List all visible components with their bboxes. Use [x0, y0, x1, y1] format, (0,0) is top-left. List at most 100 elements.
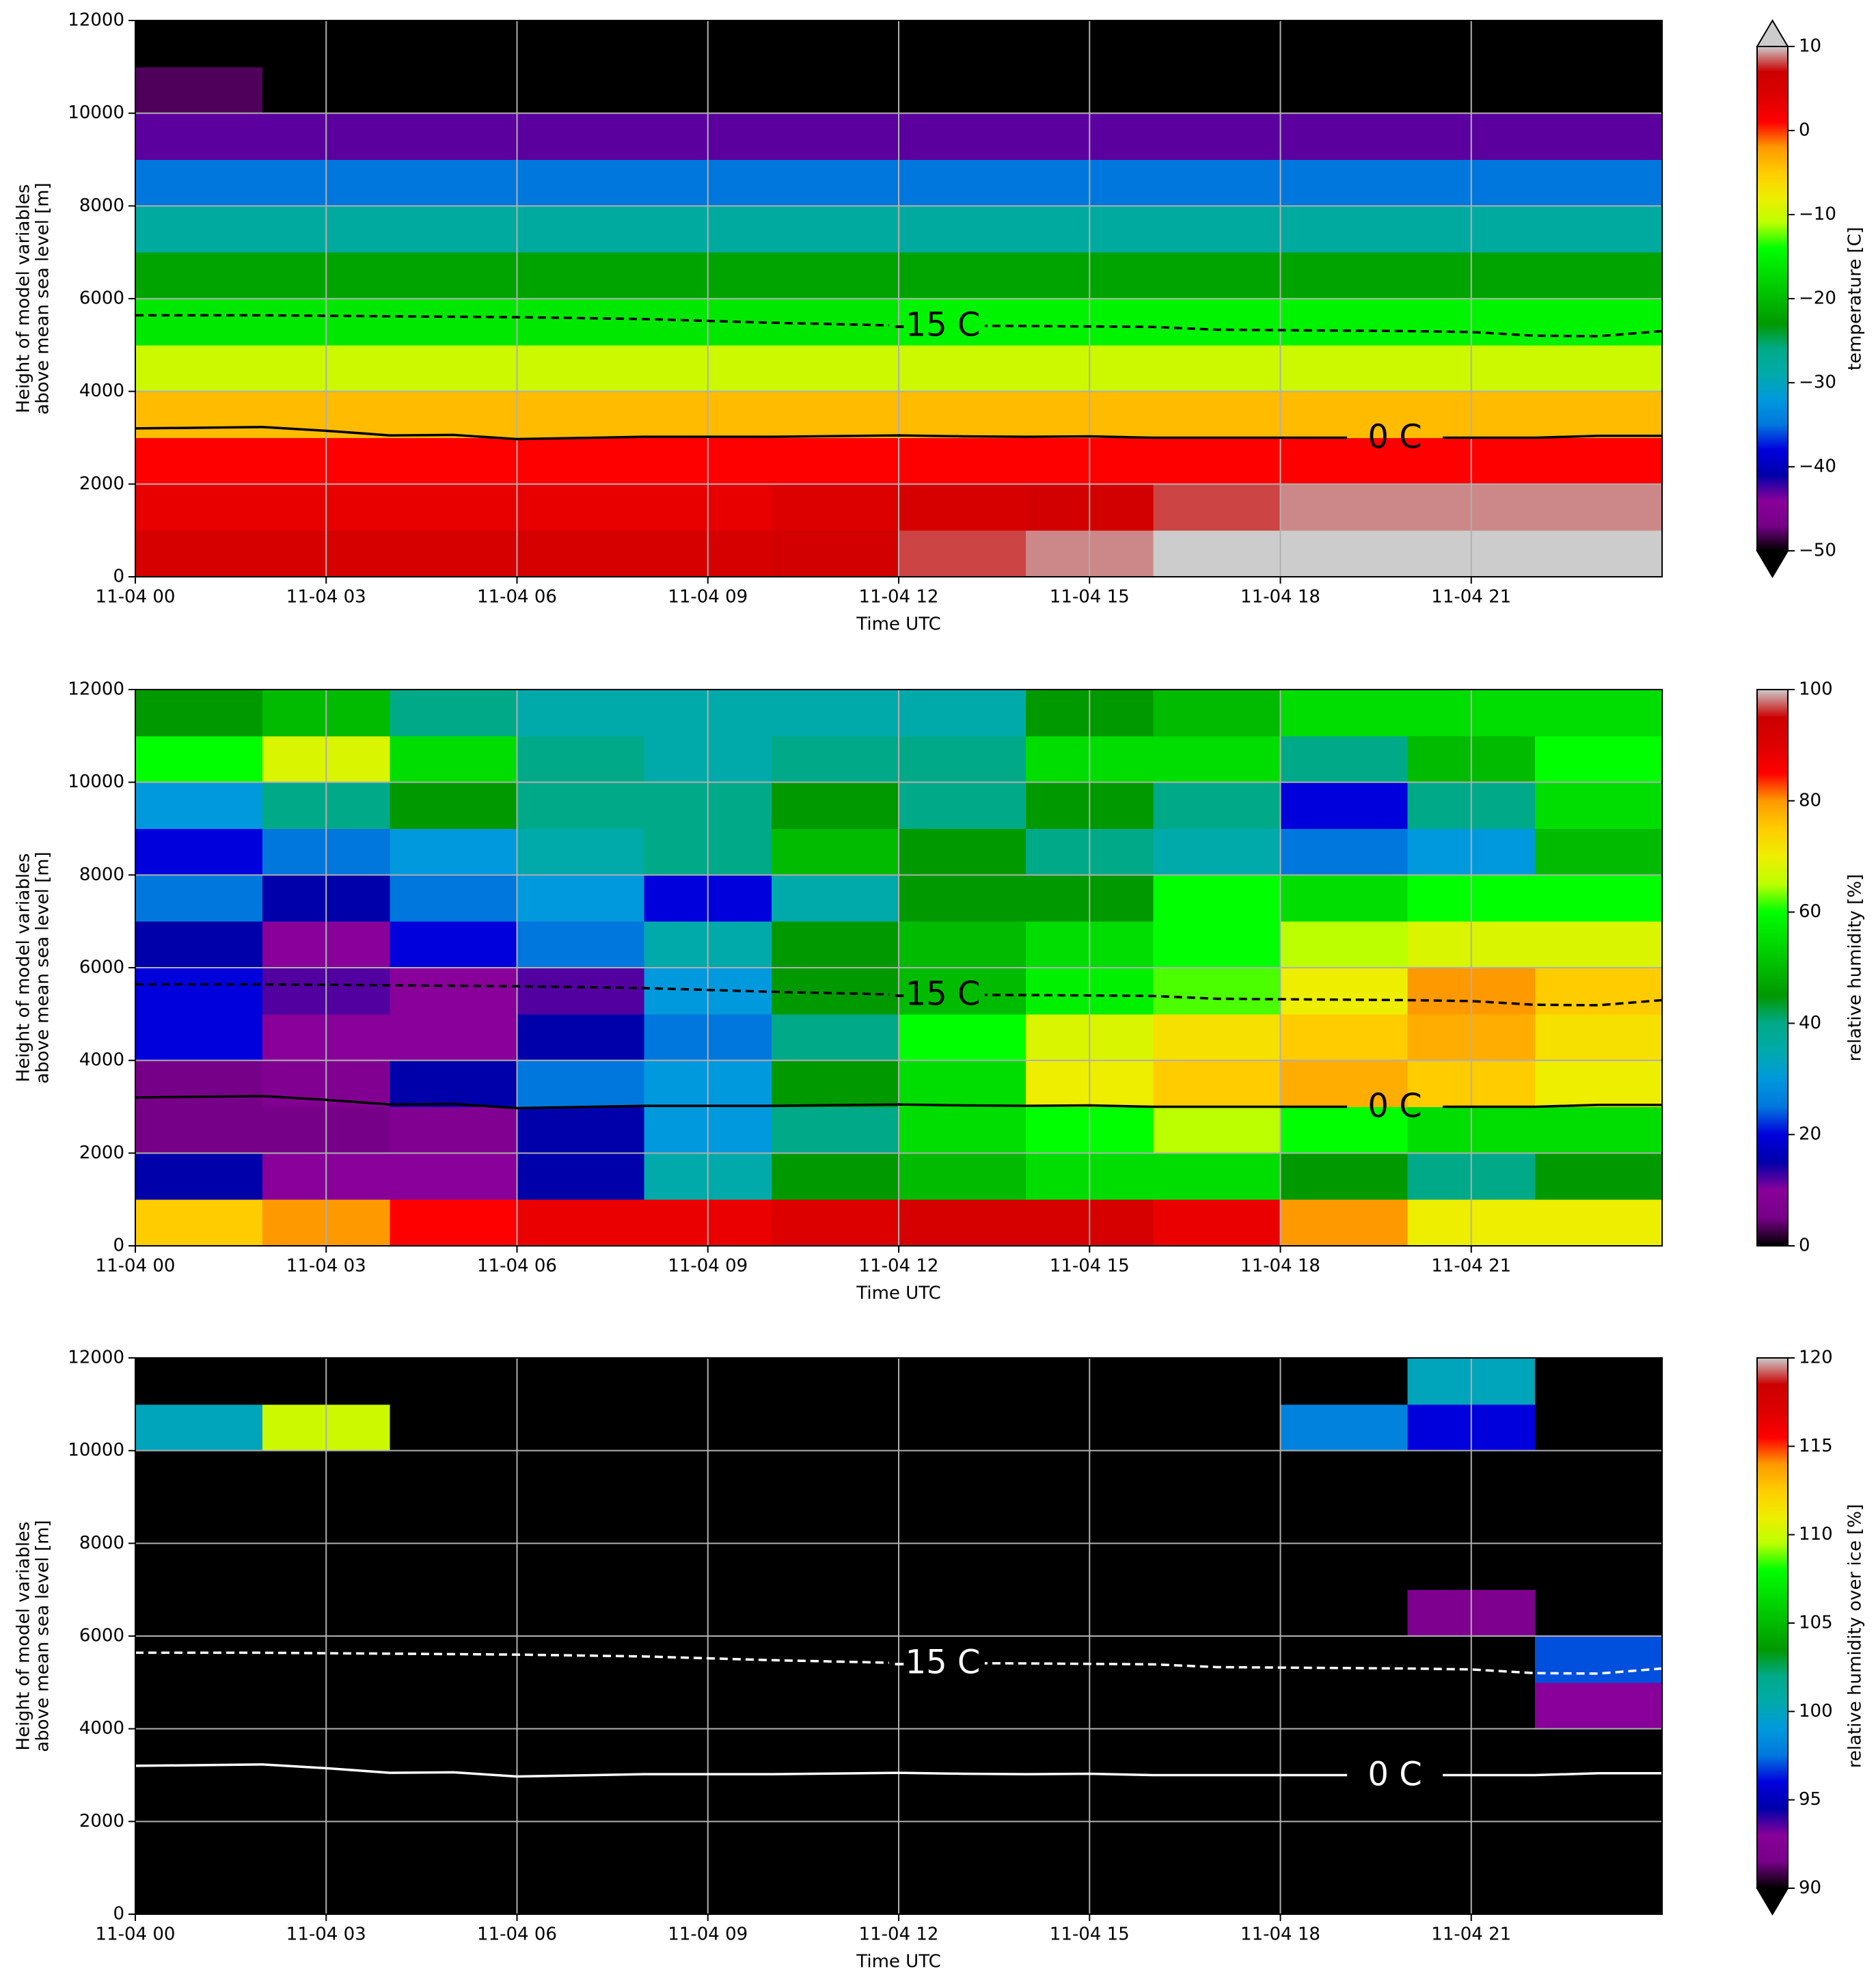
heatmap-cell	[1534, 1450, 1663, 1497]
y-axis-label: Height of model variables	[14, 853, 34, 1082]
heatmap-cell	[1280, 1543, 1409, 1590]
heatmap-cell	[1153, 1728, 1281, 1775]
colorbar-tick-label: 80	[1799, 790, 1821, 811]
panel: 11-04 00 11-04 03 11-04 06 11-04 09 11-04 12…	[14, 1348, 1866, 1972]
x-tick-label: 11-04 12	[859, 1924, 939, 1945]
heatmap-cell	[390, 1636, 517, 1683]
heatmap-cell	[517, 66, 645, 114]
heatmap-cell	[517, 1358, 645, 1405]
heatmap-cell	[1534, 1199, 1663, 1247]
contour-line	[135, 1651, 1663, 1675]
heatmap-cell	[1153, 66, 1281, 114]
heatmap-cell	[135, 206, 263, 253]
heatmap-cell	[771, 875, 899, 922]
heatmap-cell	[135, 1106, 263, 1154]
colorbar-tick-label: 20	[1799, 1124, 1821, 1145]
heatmap-cell	[517, 1636, 645, 1683]
colorbar-tick-label: 105	[1799, 1613, 1833, 1633]
y-tick-label: 6000	[79, 288, 124, 309]
x-axis-label: Time UTC	[856, 1952, 940, 1972]
heatmap-cell	[517, 391, 645, 438]
heatmap-cell	[1153, 1013, 1281, 1061]
plot-frame	[135, 689, 1663, 1247]
heatmap-cell	[517, 1728, 645, 1775]
heatmap-cell	[1534, 1775, 1663, 1822]
heatmap-cell	[771, 1199, 899, 1247]
heatmap-cell	[517, 735, 645, 783]
heatmap-cell	[1153, 1636, 1281, 1683]
x-tick-label: 11-04 12	[859, 1256, 939, 1277]
heatmap-cell	[771, 299, 899, 346]
heatmap-cell	[899, 1404, 1027, 1452]
heatmap-cell	[1153, 206, 1281, 253]
heatmap-cell	[899, 1728, 1027, 1775]
heatmap-cell	[390, 1728, 517, 1775]
heatmap-cell	[899, 782, 1027, 829]
heatmap-cell	[1280, 1060, 1409, 1107]
x-tick-label: 11-04 09	[668, 1256, 748, 1277]
heatmap-cell	[1280, 1636, 1409, 1683]
heatmap-cell	[135, 1543, 263, 1590]
heatmap-cell	[771, 1153, 899, 1200]
heatmap-cell	[135, 1153, 263, 1200]
x-tick-label: 11-04 21	[1431, 1256, 1511, 1277]
heatmap-cell	[771, 921, 899, 968]
heatmap-cell	[771, 21, 899, 68]
x-tick-label: 11-04 21	[1431, 587, 1511, 608]
heatmap-cell	[390, 1821, 517, 1868]
heatmap-cell	[135, 735, 263, 783]
x-tick-label: 11-04 09	[668, 1924, 748, 1945]
heatmap-cell	[1534, 1358, 1663, 1405]
heatmap-cell	[135, 66, 263, 114]
heatmap-cell	[135, 1775, 263, 1822]
heatmap-cell	[899, 299, 1027, 346]
heatmap-cell	[390, 1060, 517, 1107]
heatmap-cell	[517, 1013, 645, 1061]
heatmap-cell	[390, 735, 517, 783]
heatmap-cell	[771, 1543, 899, 1590]
x-tick-label: 11-04 15	[1050, 1924, 1130, 1945]
heatmap-cell	[771, 1013, 899, 1061]
heatmap-cell	[517, 252, 645, 299]
heatmap-cell	[390, 1543, 517, 1590]
heatmap-cell	[1153, 1497, 1281, 1544]
heatmap-cell	[135, 113, 263, 160]
y-tick-label: 12000	[68, 10, 124, 31]
heatmap-cell	[1534, 1543, 1663, 1590]
heatmap-cell	[899, 1153, 1027, 1200]
heatmap-cell	[517, 1106, 645, 1154]
heatmap-cell	[1153, 252, 1281, 299]
heatmap-cell	[899, 1821, 1027, 1868]
heatmap-cell	[771, 437, 899, 485]
heatmap-cell	[1153, 1775, 1281, 1822]
heatmap-cell	[899, 735, 1027, 783]
heatmap-cell	[390, 113, 517, 160]
contour-line	[135, 983, 1663, 1007]
colorbar-extension	[1756, 19, 1789, 47]
heatmap-cell	[771, 391, 899, 438]
heatmap-cell	[1280, 921, 1409, 968]
heatmap-cell	[517, 344, 645, 392]
heatmap-cell	[1280, 344, 1409, 392]
heatmap-cell	[771, 968, 899, 1015]
heatmap-cell	[771, 1106, 899, 1154]
heatmap-cell	[390, 828, 517, 875]
heatmap-cell	[1534, 690, 1663, 737]
heatmap-cell	[1153, 113, 1281, 160]
heatmap-cell	[771, 113, 899, 160]
heatmap-cell	[899, 690, 1027, 737]
heatmap-cell	[899, 206, 1027, 253]
heatmap-cell	[1153, 530, 1281, 577]
heatmap-cell	[135, 1636, 263, 1683]
heatmap-cell	[135, 921, 263, 968]
x-tick-label: 11-04 18	[1240, 1924, 1320, 1945]
heatmap-cell	[899, 1868, 1027, 1915]
heatmap-cell	[135, 299, 263, 346]
contour-line	[135, 1095, 1662, 1110]
heatmap-cell	[1534, 437, 1663, 485]
x-tick-label: 11-04 00	[96, 587, 176, 608]
heatmap-cell	[1280, 1775, 1409, 1822]
y-axis-label: Height of model variables	[14, 184, 34, 413]
heatmap-cell	[1153, 1106, 1281, 1154]
x-tick-label: 11-04 18	[1240, 1256, 1320, 1277]
